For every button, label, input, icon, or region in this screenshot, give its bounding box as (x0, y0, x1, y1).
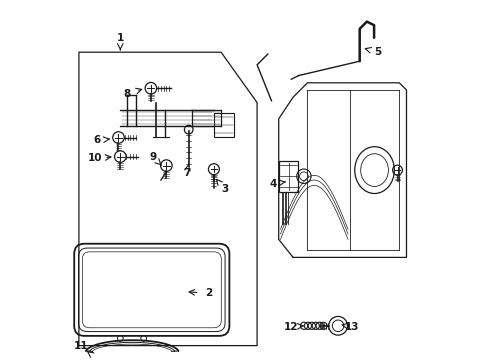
Text: 11: 11 (73, 341, 88, 351)
Text: 7: 7 (183, 168, 190, 178)
Text: 3: 3 (221, 184, 228, 194)
Text: 2: 2 (204, 288, 212, 298)
Bar (278, 161, 298, 192)
Text: 9: 9 (149, 152, 156, 162)
Text: 6: 6 (93, 135, 101, 145)
Text: 4: 4 (269, 179, 276, 189)
Text: 8: 8 (123, 89, 131, 99)
Text: 5: 5 (373, 47, 381, 57)
Text: 10: 10 (88, 153, 102, 163)
Text: 13: 13 (345, 322, 359, 332)
Bar (213, 113, 233, 137)
Text: 12: 12 (284, 322, 298, 332)
Text: 1: 1 (117, 33, 123, 43)
